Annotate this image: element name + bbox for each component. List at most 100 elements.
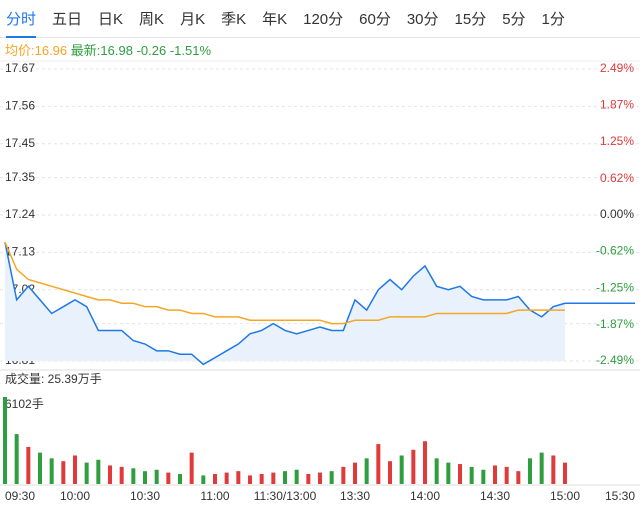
volume-bar	[14, 434, 19, 484]
y2-tick-label: -2.49%	[596, 353, 634, 367]
volume-bar	[84, 462, 89, 484]
x-tick-label: 11:30/13:00	[254, 489, 317, 503]
volume-bar	[236, 471, 241, 484]
y2-tick-label: 2.49%	[600, 61, 634, 75]
y2-tick-label: 0.62%	[600, 171, 634, 185]
y2-tick-label: -1.87%	[596, 317, 634, 331]
volume-bar	[154, 469, 159, 484]
tab[interactable]: 1分	[541, 10, 565, 28]
y-tick-label: 17.35	[5, 170, 35, 184]
y2-tick-label: 1.25%	[600, 134, 634, 148]
volume-bar	[108, 465, 112, 484]
volume-bar	[38, 452, 42, 484]
period-tabs: 分时 五日 日K 周K 月K 季K 年K 120分 60分 30分 15分 5分 1分	[0, 0, 640, 38]
volume-bar	[423, 441, 427, 484]
tab[interactable]: 5分	[502, 10, 526, 28]
volume-bar	[213, 474, 217, 484]
volume-bar	[26, 446, 31, 484]
y2-tick-label: -1.25%	[596, 280, 634, 294]
volume-bar	[329, 471, 334, 484]
x-tick-label: 15:30	[605, 489, 635, 503]
volume-bar	[493, 465, 497, 484]
volume-bar	[458, 464, 462, 484]
volume-bar	[528, 458, 532, 484]
volume-bar	[189, 452, 194, 484]
tab[interactable]: 季K	[221, 10, 247, 28]
price-area	[5, 242, 565, 365]
y-tick-label: 17.45	[5, 136, 35, 150]
tab[interactable]: 分时	[6, 0, 37, 38]
tab[interactable]: 年K	[262, 10, 288, 28]
volume-bar	[224, 472, 229, 484]
volume-bar	[434, 458, 439, 484]
tab[interactable]: 60分	[359, 10, 391, 28]
volume-bar	[411, 449, 416, 484]
volume-bar	[551, 455, 556, 484]
volume-bar	[318, 472, 322, 484]
x-tick-label: 11:00	[200, 489, 229, 503]
volume-bar	[539, 452, 544, 484]
tab[interactable]: 15分	[454, 10, 487, 28]
y2-tick-label: 1.87%	[600, 98, 634, 112]
tab[interactable]: 周K	[139, 10, 165, 28]
volume-bar	[446, 462, 451, 484]
avg-line	[4, 241, 565, 325]
volume-bar	[3, 397, 7, 484]
tab[interactable]: 30分	[406, 10, 439, 28]
volume-bar	[49, 458, 54, 484]
volume-bar	[306, 474, 311, 484]
volume-bar	[178, 474, 182, 484]
y-tick-label: 17.13	[5, 245, 35, 259]
change: -0.26	[136, 43, 167, 58]
volume-bar	[271, 472, 276, 484]
volume-bar	[283, 471, 287, 484]
volume-bar	[399, 455, 404, 484]
x-tick-label: 14:00	[410, 489, 440, 503]
volume-bar	[481, 469, 486, 484]
volume-bar	[353, 462, 357, 484]
volume-bar	[201, 475, 206, 484]
y-tick-label: 17.56	[5, 99, 35, 113]
volume-bar	[259, 474, 264, 484]
volume-bar	[388, 461, 392, 484]
tab[interactable]: 日K	[98, 10, 124, 28]
y-tick-label: 17.24	[5, 207, 35, 221]
y-tick-label: 17.67	[5, 61, 35, 75]
volume-bar	[376, 444, 381, 484]
volume-max-label: 6102手	[5, 397, 44, 411]
x-tick-label: 10:00	[60, 489, 90, 503]
volume-bar	[469, 466, 474, 484]
y2-tick-label: -0.62%	[596, 244, 634, 258]
quote-line: 均价:16.96 最新:16.98 -0.26 -1.51%	[5, 40, 211, 59]
volume-bar	[143, 471, 147, 484]
volume-bar	[563, 462, 567, 484]
volume-bar	[73, 455, 77, 484]
volume-bar	[96, 459, 101, 484]
x-tick-label: 10:30	[130, 489, 160, 503]
tab[interactable]: 月K	[180, 10, 206, 28]
tab[interactable]: 五日	[52, 10, 83, 28]
volume-bar	[294, 469, 299, 484]
x-tick-label: 14:30	[480, 489, 510, 503]
x-tick-label: 09:30	[5, 489, 35, 503]
x-tick-label: 15:00	[550, 489, 580, 503]
price-line	[4, 242, 566, 366]
volume-bar	[61, 461, 66, 484]
volume-bar	[504, 466, 509, 484]
volume-bar	[119, 466, 124, 484]
volume-bar	[516, 471, 521, 484]
x-tick-label: 13:30	[340, 489, 370, 503]
tab[interactable]: 120分	[303, 10, 344, 28]
latest-price: 最新:16.98	[70, 43, 133, 58]
change-pct: -1.51%	[169, 43, 212, 58]
volume-title: 成交量: 25.39万手	[5, 371, 102, 386]
volume-bar	[131, 468, 136, 484]
avg-price: 均价:16.96	[5, 43, 68, 58]
volume-bar	[364, 458, 369, 484]
y2-tick-label: 0.00%	[600, 207, 634, 221]
volume-bar	[248, 475, 252, 484]
volume-bar	[166, 472, 171, 484]
volume-bar	[341, 466, 346, 484]
